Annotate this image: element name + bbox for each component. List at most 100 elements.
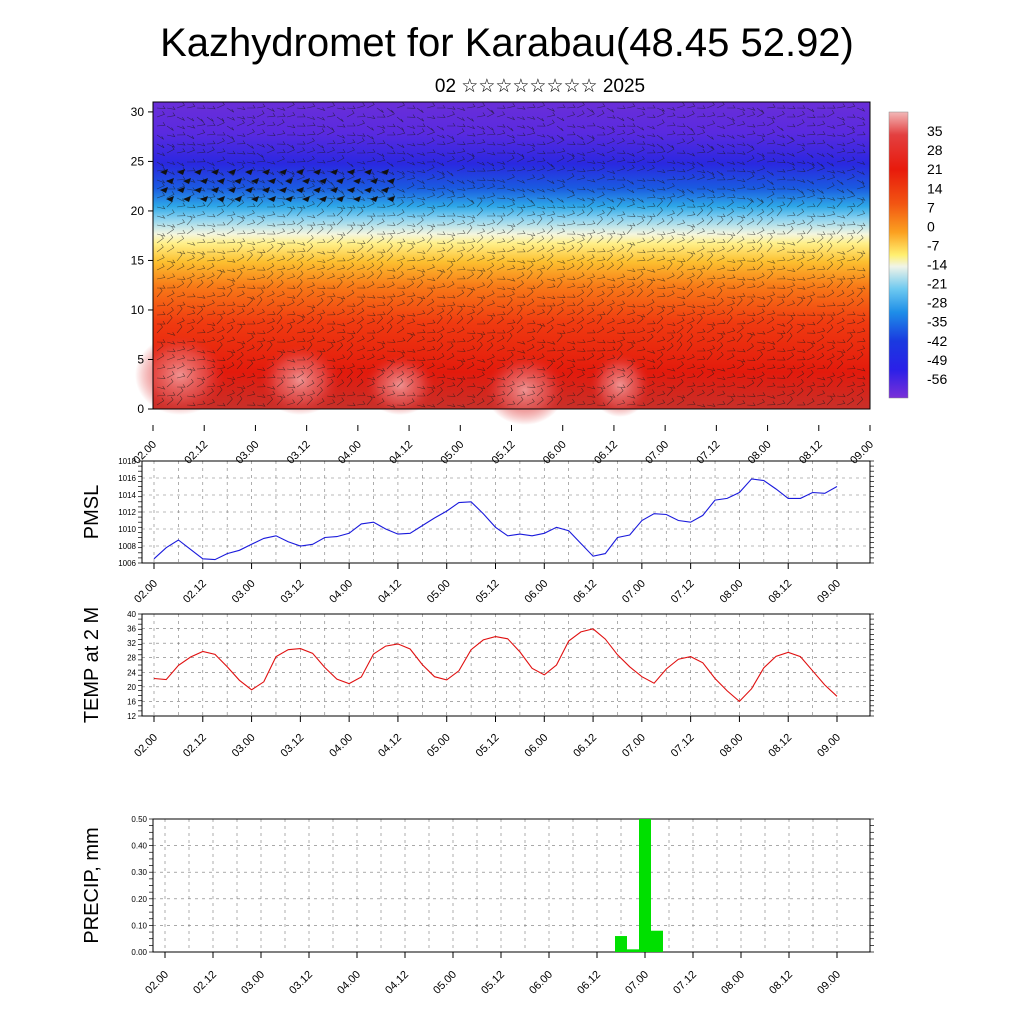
wind-barb [676, 188, 686, 194]
wind-barb [196, 400, 206, 406]
wind-barb [676, 138, 686, 145]
wind-barb [526, 328, 536, 334]
wind-barb [806, 213, 816, 217]
wind-barb [446, 134, 455, 140]
wind-barb [836, 195, 846, 200]
wind-barb [576, 289, 585, 298]
wind-barb [166, 348, 176, 353]
wind-barb [466, 383, 476, 388]
wind-barb [786, 268, 796, 273]
wind-barb [626, 242, 633, 253]
wind-barb [696, 363, 706, 370]
wind-barb [786, 332, 793, 343]
x-tick-label: 07.12 [695, 439, 723, 467]
wind-barb [356, 298, 364, 307]
wind-barb [256, 143, 266, 148]
wind-barb [396, 217, 405, 226]
wind-barb [346, 402, 356, 407]
wind-barb [766, 216, 774, 226]
wind-barb [546, 283, 556, 289]
wind-barb [186, 368, 193, 379]
wind-barb [726, 232, 736, 237]
wind-barb [606, 339, 616, 344]
wind-barb [486, 161, 495, 167]
wind-barb [796, 208, 805, 217]
wind-barb [276, 201, 286, 208]
wind-barb [366, 353, 375, 361]
wind-barb [226, 226, 235, 235]
wind-barb [326, 195, 336, 200]
wind-barb [596, 248, 606, 253]
wind-barb [666, 228, 676, 235]
wind-barb [186, 263, 195, 271]
wind-barb [356, 113, 366, 118]
x-tick-label: 02.12 [191, 969, 219, 997]
colorbar-label: 7 [927, 199, 935, 215]
wind-barb [766, 115, 776, 120]
wind-barb [526, 361, 535, 370]
wind-barb [396, 337, 406, 343]
wind-barb [676, 397, 685, 406]
wind-barb [266, 336, 276, 343]
wind-barb [616, 372, 626, 379]
wind-barb [756, 392, 766, 397]
wind-barb [366, 200, 375, 208]
wind-barb [506, 296, 513, 307]
wind-barb [256, 129, 266, 136]
wind-barb [686, 353, 695, 361]
wind-barb [706, 370, 715, 379]
wind-barb [586, 278, 593, 289]
wind-barb [566, 358, 576, 363]
wind-barb [626, 360, 634, 370]
wind-barb [466, 214, 476, 219]
wind-barb [506, 103, 516, 109]
wind-barb [316, 290, 325, 298]
wind-barb [576, 371, 585, 379]
wind-barb [346, 289, 355, 298]
wind-barb [516, 314, 523, 325]
wind-barb [696, 310, 706, 316]
wind-barb [296, 261, 304, 271]
wind-barb [546, 396, 554, 406]
wind-barb [716, 133, 726, 138]
wind-barb [756, 137, 765, 145]
wind-barb [196, 210, 206, 217]
wind-barb [556, 179, 566, 183]
wind-barb [656, 218, 665, 226]
wind-barb [756, 175, 766, 181]
wind-barb [416, 250, 426, 254]
y-tick-label: 1010 [118, 525, 136, 534]
wind-flag [279, 169, 287, 175]
wind-barb [646, 248, 656, 253]
colorbar-label: -28 [927, 295, 947, 311]
wind-barb [426, 187, 436, 192]
wind-barb [806, 140, 816, 145]
wind-barb [836, 142, 846, 147]
wind-barb [786, 323, 793, 334]
wind-barb [416, 371, 425, 379]
wind-barb [236, 340, 246, 345]
wind-barb [696, 207, 704, 217]
wind-barb [547, 149, 556, 154]
wind-barb [706, 112, 716, 118]
wind-barb [626, 224, 633, 235]
wind-barb [516, 265, 526, 271]
wind-barb [586, 199, 594, 208]
wind-barb [156, 182, 165, 190]
wind-barb [616, 116, 625, 122]
wind-barb [786, 241, 796, 246]
wind-barb [576, 152, 586, 157]
wind-barb [526, 104, 536, 109]
colorbar-label: -49 [927, 352, 947, 368]
wind-barb [366, 335, 375, 343]
wind-barb [516, 391, 526, 397]
wind-barb [546, 261, 553, 271]
wind-barb [416, 123, 426, 127]
wind-barb [536, 344, 545, 352]
wind-barb [506, 290, 515, 298]
wind-barb [456, 165, 465, 172]
wind-barb [536, 372, 546, 379]
wind-barb [276, 149, 286, 154]
wind-barb [786, 396, 793, 406]
